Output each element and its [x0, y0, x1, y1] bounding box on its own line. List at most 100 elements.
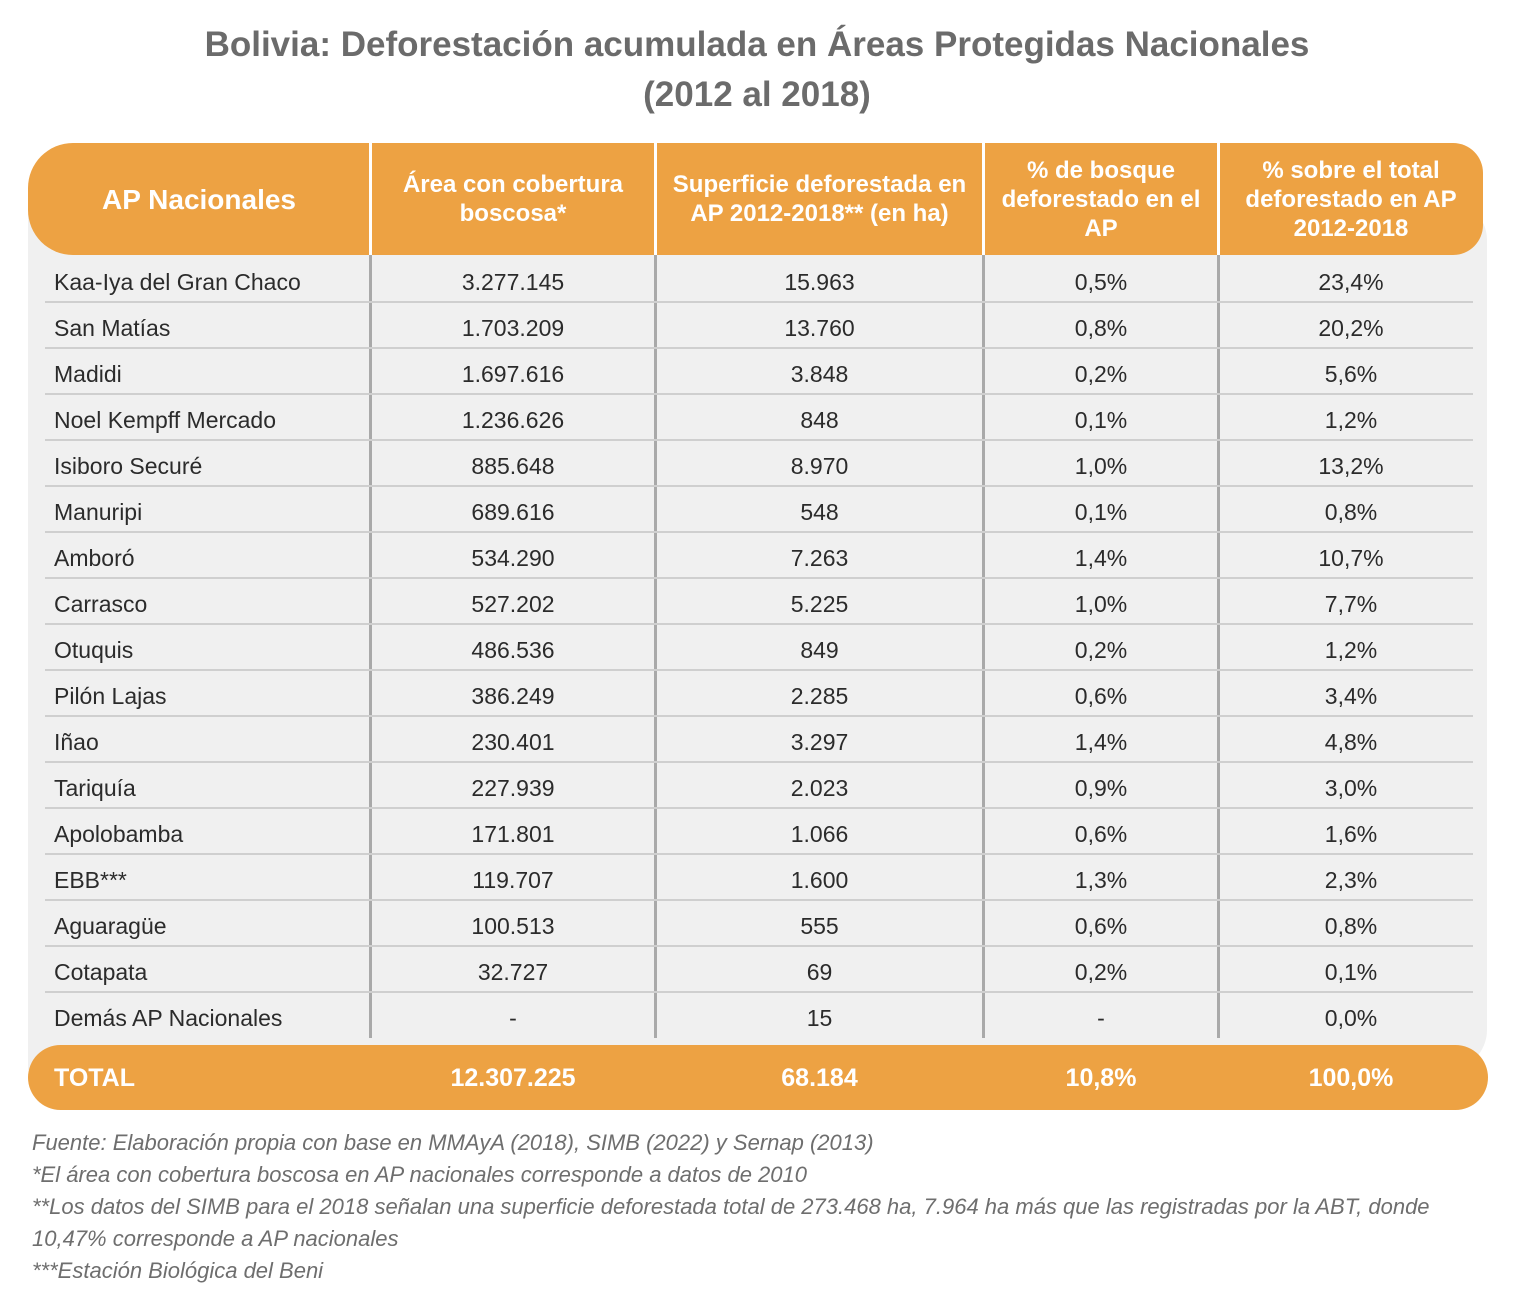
table-row: Madidi 1.697.616 3.848 0,2% 5,6%	[45, 349, 1473, 395]
cell-area-boscosa: 1.697.616	[461, 361, 565, 387]
cell-pct-bosque: 0,6%	[1074, 913, 1128, 939]
cell-ap-name: EBB***	[54, 867, 127, 893]
cell-pct-total: 20,2%	[1318, 315, 1384, 341]
cell-area-boscosa: 100.513	[471, 913, 555, 939]
cell-ap-name: Isiboro Securé	[54, 453, 203, 479]
header-pct-bosque: % de bosque deforestado en el AP	[1001, 156, 1201, 242]
cell-pct-bosque: 1,0%	[1074, 453, 1128, 479]
cell-ap-name: Manuripi	[54, 499, 143, 525]
header-divider	[1217, 143, 1220, 255]
cell-pct-bosque: 0,9%	[1074, 775, 1128, 801]
header-ap-nacionales: AP Nacionales	[101, 183, 297, 215]
cell-superficie-deforestada: 3.848	[790, 361, 849, 387]
table-row: Manuripi 689.616 548 0,1% 0,8%	[45, 487, 1473, 533]
cell-pct-bosque: 1,0%	[1074, 591, 1128, 617]
cell-area-boscosa: 386.249	[471, 683, 555, 709]
cell-area-boscosa: -	[509, 1005, 517, 1031]
table-row: Kaa-Iya del Gran Chaco 3.277.145 15.963 0,5…	[45, 257, 1473, 303]
total-superficie-deforestada: 68.184	[781, 1064, 858, 1092]
cell-ap-name: Noel Kempff Mercado	[54, 407, 277, 433]
cell-superficie-deforestada: 5.225	[790, 591, 849, 617]
cell-pct-bosque: 0,8%	[1074, 315, 1128, 341]
table-row: Noel Kempff Mercado 1.236.626 848 0,1% 1,2%	[45, 395, 1473, 441]
cell-pct-total: 3,4%	[1324, 683, 1378, 709]
cell-ap-name: San Matías	[54, 315, 171, 341]
cell-pct-bosque: 0,6%	[1074, 821, 1128, 847]
cell-ap-name: Kaa-Iya del Gran Chaco	[54, 269, 301, 295]
table-header	[28, 143, 1483, 255]
cell-ap-name: Madidi	[54, 361, 122, 387]
table-row: Isiboro Securé 885.648 8.970 1,0% 13,2%	[45, 441, 1473, 487]
cell-superficie-deforestada: 15	[806, 1005, 833, 1031]
cell-superficie-deforestada: 7.263	[790, 545, 849, 571]
cell-pct-total: 5,6%	[1324, 361, 1378, 387]
cell-pct-bosque: 0,2%	[1074, 361, 1128, 387]
table-body-panel	[28, 200, 1487, 1070]
cell-pct-total: 3,0%	[1324, 775, 1378, 801]
source-note: Fuente: Elaboración propia con base en M…	[32, 1130, 874, 1155]
cell-superficie-deforestada: 1.600	[790, 867, 849, 893]
cell-ap-name: Aguaragüe	[54, 913, 167, 939]
total-pct-bosque: 10,8%	[1065, 1064, 1137, 1092]
total-row	[28, 1045, 1488, 1110]
cell-area-boscosa: 689.616	[471, 499, 555, 525]
column-divider	[369, 255, 372, 1038]
cell-pct-bosque: 1,3%	[1074, 867, 1128, 893]
table-row: Cotapata 32.727 69 0,2% 0,1%	[45, 947, 1473, 993]
cell-ap-name: Iñao	[54, 729, 99, 755]
cell-ap-name: Otuquis	[54, 637, 134, 663]
table-row: Iñao 230.401 3.297 1,4% 4,8%	[45, 717, 1473, 763]
cell-area-boscosa: 1.236.626	[461, 407, 565, 433]
table-row: Demás AP Nacionales - 15 - 0,0%	[45, 993, 1473, 1039]
cell-area-boscosa: 3.277.145	[461, 269, 565, 295]
table-row: Carrasco 527.202 5.225 1,0% 7,7%	[45, 579, 1473, 625]
cell-pct-bosque: 0,5%	[1074, 269, 1128, 295]
cell-ap-name: Pilón Lajas	[54, 683, 167, 709]
cell-superficie-deforestada: 3.297	[790, 729, 849, 755]
cell-superficie-deforestada: 849	[800, 637, 839, 663]
cell-pct-bosque: 0,1%	[1074, 407, 1128, 433]
footnote-1: *El área con cobertura boscosa en AP nac…	[32, 1162, 807, 1187]
cell-superficie-deforestada: 2.023	[790, 775, 849, 801]
cell-superficie-deforestada: 13.760	[784, 315, 855, 341]
cell-superficie-deforestada: 555	[800, 913, 839, 939]
cell-area-boscosa: 486.536	[471, 637, 555, 663]
total-label: TOTAL	[54, 1064, 136, 1092]
cell-pct-total: 7,7%	[1324, 591, 1378, 617]
table-row: Apolobamba 171.801 1.066 0,6% 1,6%	[45, 809, 1473, 855]
footnotes: Fuente: Elaboración propia con base en M…	[32, 1127, 1492, 1287]
cell-ap-name: Carrasco	[54, 591, 148, 617]
header-pct-total: % sobre el total deforestado en AP 2012-…	[1245, 156, 1457, 242]
footnote-3: ***Estación Biológica del Beni	[32, 1258, 324, 1283]
header-area-boscosa: Área con cobertura boscosa*	[402, 171, 624, 227]
cell-ap-name: Demás AP Nacionales	[54, 1005, 283, 1031]
cell-ap-name: Apolobamba	[54, 821, 184, 847]
cell-pct-total: 4,8%	[1324, 729, 1378, 755]
cell-pct-bosque: 0,2%	[1074, 637, 1128, 663]
cell-pct-total: 13,2%	[1318, 453, 1384, 479]
cell-pct-total: 1,2%	[1324, 407, 1378, 433]
cell-pct-total: 0,0%	[1324, 1005, 1378, 1031]
total-area-boscosa: 12.307.225	[450, 1064, 576, 1092]
cell-ap-name: Tariquía	[54, 775, 136, 801]
cell-area-boscosa: 534.290	[471, 545, 555, 571]
column-divider	[982, 255, 985, 1038]
cell-area-boscosa: 32.727	[477, 959, 549, 985]
cell-area-boscosa: 527.202	[471, 591, 555, 617]
cell-superficie-deforestada: 1.066	[790, 821, 849, 847]
cell-ap-name: Cotapata	[54, 959, 148, 985]
total-pct-total: 100,0%	[1308, 1064, 1394, 1092]
cell-pct-total: 2,3%	[1324, 867, 1378, 893]
cell-pct-total: 0,1%	[1324, 959, 1378, 985]
cell-pct-bosque: 1,4%	[1074, 729, 1128, 755]
header-divider	[369, 143, 372, 255]
table-row: EBB*** 119.707 1.600 1,3% 2,3%	[45, 855, 1473, 901]
cell-superficie-deforestada: 8.970	[790, 453, 849, 479]
page-subtitle: (2012 al 2018)	[643, 75, 871, 114]
cell-pct-total: 10,7%	[1318, 545, 1384, 571]
header-divider	[982, 143, 985, 255]
cell-superficie-deforestada: 15.963	[784, 269, 855, 295]
cell-area-boscosa: 227.939	[471, 775, 555, 801]
table-row: Amboró 534.290 7.263 1,4% 10,7%	[45, 533, 1473, 579]
cell-area-boscosa: 230.401	[471, 729, 555, 755]
